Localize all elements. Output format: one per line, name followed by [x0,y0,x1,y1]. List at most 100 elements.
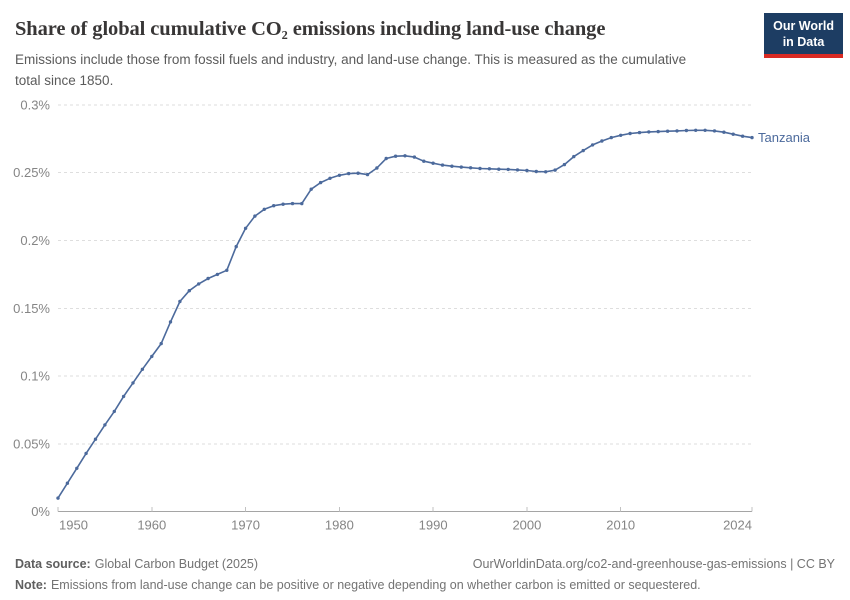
data-source: Data source: Global Carbon Budget (2025) [15,557,258,571]
data-point [384,156,388,161]
y-tick-label: 0.05% [13,436,50,451]
data-point [103,423,107,427]
data-point [140,367,145,371]
data-point [694,128,698,132]
data-point [553,168,557,172]
data-point-markers [56,128,754,500]
x-tick-label: 2000 [512,518,541,533]
data-point [572,154,576,159]
series-end-label: Tanzania [758,130,811,145]
data-point [234,244,238,249]
data-point [356,171,360,175]
data-point [609,135,613,140]
data-point [525,168,529,173]
y-tick-label: 0.3% [20,97,50,112]
data-point [590,143,595,147]
data-point [225,268,229,272]
data-source-label: Data source: [15,557,91,571]
data-point [628,131,632,136]
series-tanzania: Tanzania [56,128,811,500]
owid-logo-line2: in Data [782,35,825,49]
data-point [215,272,220,277]
data-point [328,176,332,180]
data-point [750,135,754,140]
data-point [422,159,426,163]
data-point [187,289,191,293]
data-point [722,130,726,134]
x-tick-label: 1970 [231,518,260,533]
x-axis: 1950 1960 1970 1980 1990 2000 2010 2024 [57,507,753,533]
cc-by-link[interactable]: OurWorldinData.org/co2-and-greenhouse-ga… [472,557,835,571]
data-point [178,299,182,304]
chart-header: Share of global cumulative CO₂ emissions… [0,0,850,92]
y-tick-label: 0.1% [20,369,50,384]
data-point [75,466,79,470]
data-point [243,226,248,230]
data-point [197,282,201,286]
data-point [281,202,285,206]
y-tick-label: 0.2% [20,233,50,248]
data-point [112,409,117,414]
data-point [206,276,210,281]
data-point [562,162,567,167]
data-point [262,207,266,211]
data-point [515,168,520,172]
x-tick-label: 2010 [606,518,635,533]
note-text: Emissions from land-use change can be po… [50,578,701,592]
data-source-value: Global Carbon Budget (2025) [94,557,259,571]
y-tick-label: 0.15% [13,301,50,316]
x-tick-label: 2024 [723,518,752,533]
data-point [393,154,398,158]
data-point [121,394,126,399]
x-tick-label: 1950 [59,518,88,533]
data-point [450,164,454,168]
data-point [318,180,323,185]
note-label: Note: [15,578,47,592]
data-point [290,201,295,206]
data-point [337,173,342,177]
x-tick-label: 1960 [137,518,166,533]
y-axis-labels: 0% 0.05% 0.1% 0.15% 0.2% 0.25% 0.3% [13,97,50,519]
y-tick-label: 0.25% [13,165,50,180]
footer-note: Note: Emissions from land-use change can … [15,578,835,592]
y-tick-label: 0% [31,504,50,519]
footer-source-row: Data source: Global Carbon Budget (2025) … [15,557,835,571]
data-point [403,154,407,158]
owid-logo[interactable]: Our World in Data [764,13,843,58]
data-point [131,381,135,385]
data-point [56,496,60,500]
data-point [675,129,679,133]
data-point [600,139,604,143]
data-point [478,166,482,171]
data-point [497,167,501,171]
data-point [365,172,370,177]
data-point [665,129,670,133]
data-point [93,437,98,441]
data-point [731,132,735,136]
series-line [57,129,753,499]
data-point [487,167,492,171]
data-point [300,201,304,206]
chart-footer: Data source: Global Carbon Budget (2025) … [0,557,850,592]
data-point [375,166,379,170]
data-point [412,155,417,159]
data-point [712,129,717,133]
data-point [431,161,435,165]
data-point [619,133,623,137]
data-point [440,163,445,167]
data-point [468,166,473,170]
data-point [84,451,88,456]
data-point [150,354,154,359]
x-tick-label: 1980 [325,518,354,533]
data-point [506,167,510,172]
data-point [309,187,313,191]
data-point [656,129,660,134]
data-point [272,204,276,208]
data-point [703,128,707,132]
data-point [168,320,173,324]
data-point [459,165,463,169]
data-point [684,128,689,133]
owid-logo-line1: Our World [773,19,834,33]
data-point [740,134,745,138]
